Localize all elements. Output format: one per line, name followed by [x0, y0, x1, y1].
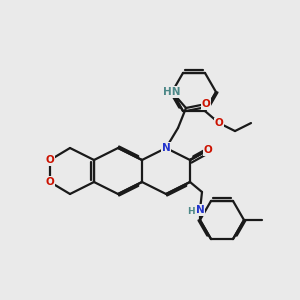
- Text: H: H: [187, 208, 195, 217]
- Text: N: N: [162, 143, 170, 153]
- Text: O: O: [202, 99, 210, 109]
- Text: HN: HN: [163, 87, 181, 97]
- Text: O: O: [46, 155, 54, 165]
- Text: N: N: [196, 205, 204, 215]
- Text: O: O: [214, 118, 224, 128]
- Text: O: O: [46, 177, 54, 187]
- Text: O: O: [204, 145, 212, 155]
